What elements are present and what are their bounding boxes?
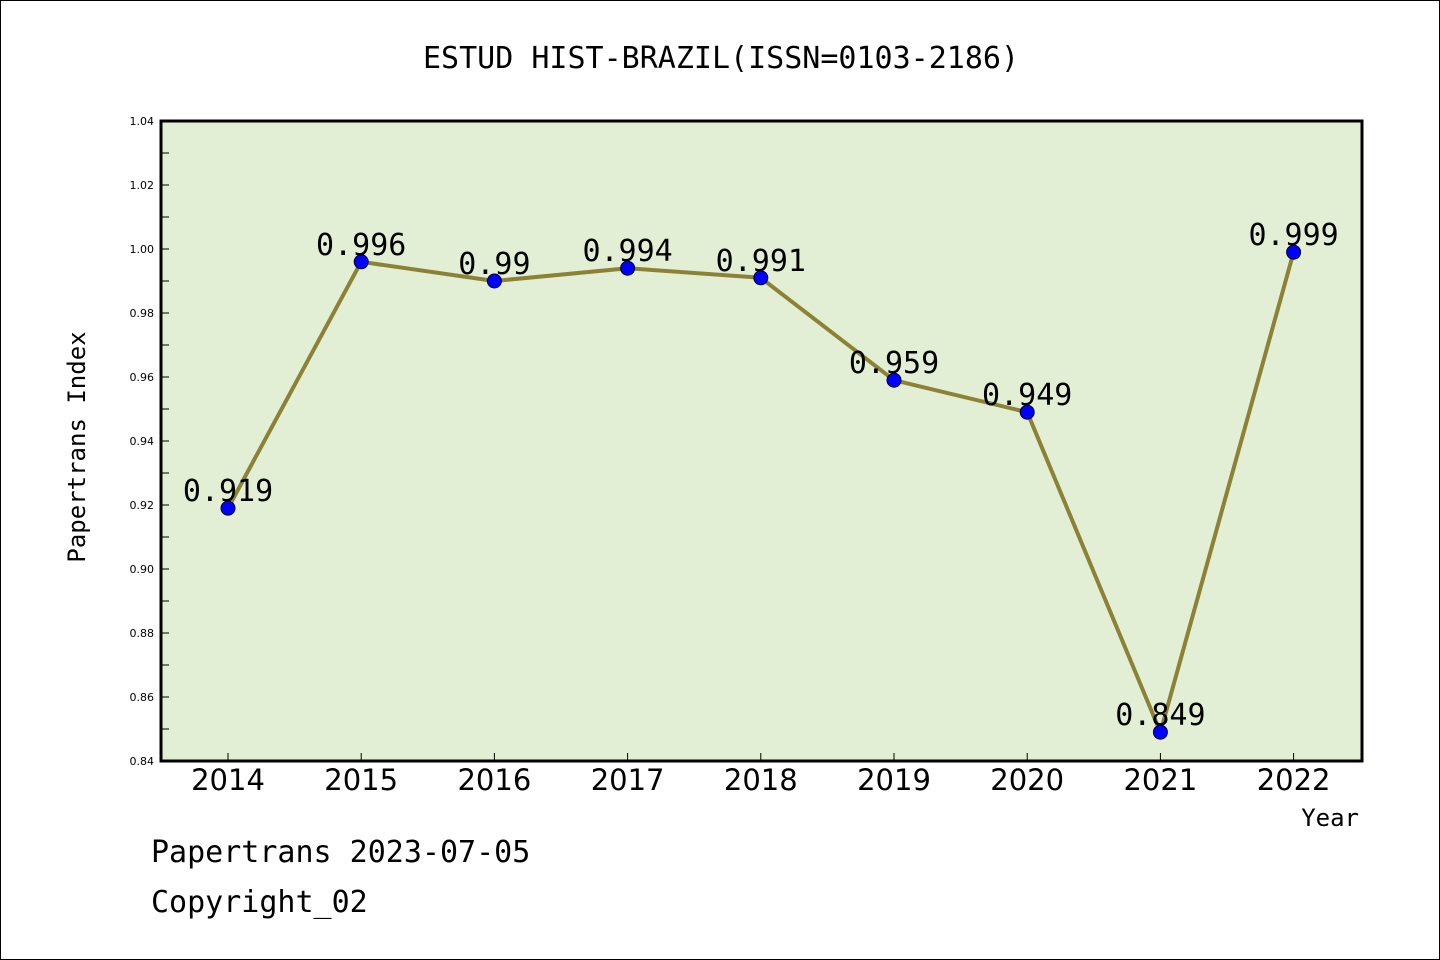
data-label: 0.996 — [316, 228, 406, 263]
data-point — [1286, 244, 1302, 260]
y-tick-label: 0.84 — [130, 755, 155, 768]
data-point — [620, 260, 636, 276]
data-label: 0.99 — [458, 247, 530, 282]
y-tick-label: 0.96 — [130, 371, 155, 384]
x-tick-label: 2016 — [457, 763, 531, 797]
y-tick-label: 1.04 — [130, 115, 155, 128]
data-point — [220, 500, 236, 516]
plot-area — [159, 119, 1364, 763]
y-tick-label: 1.02 — [130, 179, 155, 192]
data-point — [486, 273, 502, 289]
y-tick-label: 0.90 — [130, 563, 155, 576]
x-tick-label: 2018 — [724, 763, 798, 797]
y-tick-label: 0.86 — [130, 691, 155, 704]
data-label: 0.994 — [582, 234, 672, 269]
footer-date-text: Papertrans 2023-07-05 — [151, 835, 531, 870]
y-tick-label: 0.92 — [130, 499, 155, 512]
data-point — [1152, 724, 1168, 740]
x-tick-label: 2022 — [1257, 763, 1331, 797]
data-label: 0.919 — [183, 474, 273, 509]
chart-title: ESTUD HIST-BRAZIL(ISSN=0103-2186) — [423, 41, 1019, 76]
data-label: 0.959 — [849, 346, 939, 381]
data-point — [353, 254, 369, 270]
x-tick-label: 2017 — [591, 763, 665, 797]
x-tick-label: 2021 — [1123, 763, 1197, 797]
y-axis: 0.84 0.86 0.88 0.90 0.92 0.94 0.96 0.98 1.00 1.02… — [130, 115, 169, 768]
y-tick-label: 0.88 — [130, 627, 155, 640]
data-label: 0.999 — [1248, 218, 1338, 253]
y-tick-label: 1.00 — [130, 243, 155, 256]
data-point — [1019, 404, 1035, 420]
y-tick-label: 0.94 — [130, 435, 155, 448]
data-label: 0.849 — [1115, 698, 1205, 733]
x-tick-label: 2020 — [990, 763, 1064, 797]
data-label: 0.991 — [716, 244, 806, 279]
data-point — [753, 270, 769, 286]
data-point — [886, 372, 902, 388]
y-tick-label: 0.98 — [130, 307, 155, 320]
data-label-layer: 0.919 0.996 0.99 0.994 0.991 0.959 0.949 0.849 0… — [183, 218, 1339, 733]
data-label: 0.949 — [982, 378, 1072, 413]
footer-copyright-text: Copyright_02 — [151, 885, 368, 920]
x-axis-label: Year — [1301, 804, 1359, 832]
y-axis-label: Papertrans Index — [63, 331, 91, 562]
x-tick-label: 2014 — [191, 763, 265, 797]
x-tick-label: 2015 — [324, 763, 398, 797]
x-axis: 2014 2015 2016 2017 2018 2019 2020 2021 2022 — [191, 753, 1331, 797]
series-layer — [220, 244, 1302, 740]
x-tick-label: 2019 — [857, 763, 931, 797]
